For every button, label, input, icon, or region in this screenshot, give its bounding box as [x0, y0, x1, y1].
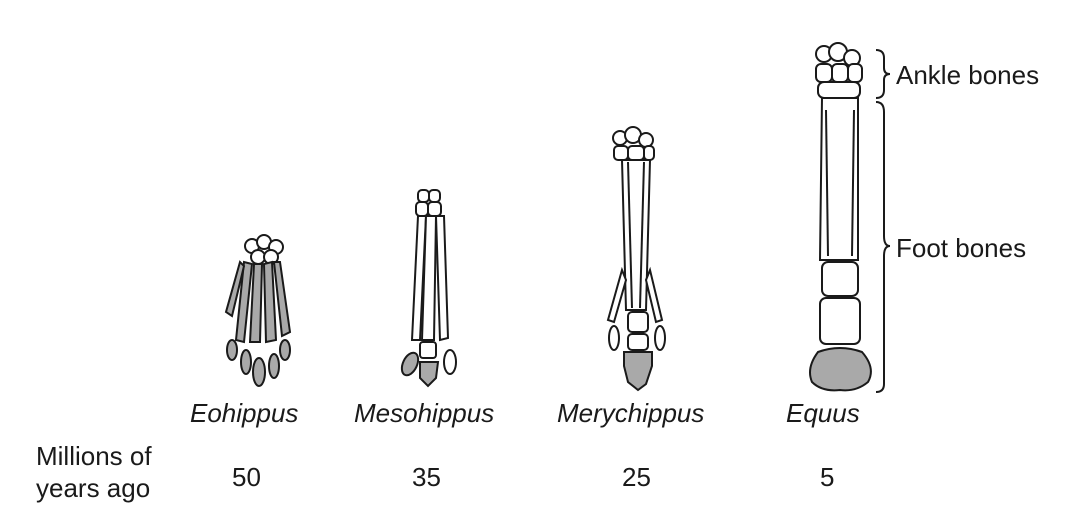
eohippus-ankle-bones [244, 234, 284, 265]
equus-ankle-bones [815, 42, 863, 99]
ankle-bones-label: Ankle bones [896, 60, 1040, 90]
species-label-eohippus: Eohippus [190, 398, 299, 428]
eohippus-foot [224, 234, 292, 387]
species-label-merychippus: Merychippus [557, 398, 705, 428]
species-label-mesohippus: Mesohippus [354, 398, 495, 428]
mya-value-merychippus: 25 [622, 462, 651, 492]
ankle-bones-brace [875, 49, 891, 99]
species-label-equus: Equus [786, 398, 860, 428]
mya-value-mesohippus: 35 [412, 462, 441, 492]
mya-value-equus: 5 [820, 462, 835, 492]
merychippus-ankle-bones [612, 126, 655, 161]
foot-bones-brace [875, 101, 891, 393]
eohippus-foot-bones [224, 260, 292, 387]
merychippus-foot [606, 126, 666, 392]
equus-foot-bones [809, 97, 872, 392]
equus-foot [809, 42, 872, 392]
mesohippus-foot-bones [400, 215, 457, 388]
mesohippus-ankle-bones [415, 189, 442, 217]
time-row-label: Millions of years ago [36, 441, 152, 503]
mesohippus-foot [400, 189, 457, 388]
mya-value-eohippus: 50 [232, 462, 261, 492]
merychippus-foot-bones [606, 159, 666, 392]
foot-bones-label: Foot bones [896, 233, 1027, 263]
